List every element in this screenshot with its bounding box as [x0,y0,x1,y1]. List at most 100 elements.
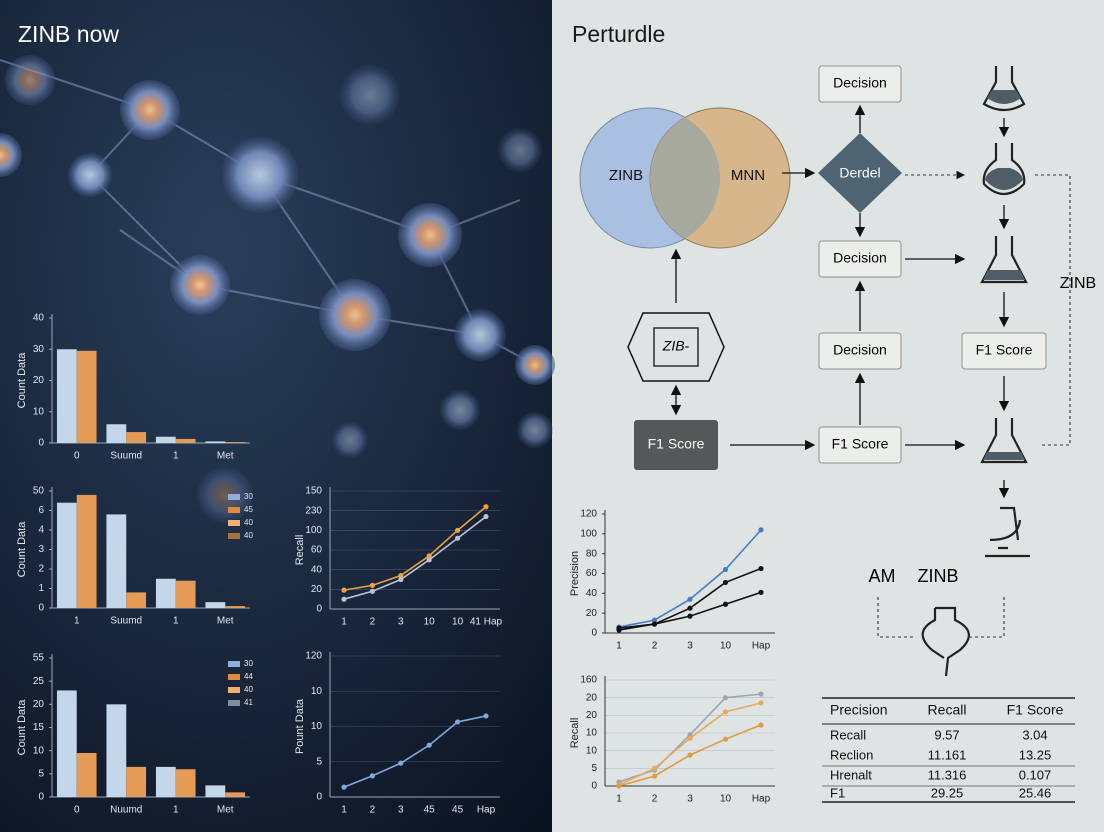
y-tick-label: 60 [311,545,323,556]
node-box [818,240,902,278]
point [369,773,375,779]
y-tick-label: 25 [33,676,45,687]
y-tick-label: 20 [311,584,323,595]
bar [175,438,196,443]
y-tick-label: 100 [580,528,597,539]
bar [126,766,147,797]
x-tick-label: Met [217,616,234,627]
line [343,515,487,600]
legend-swatch [228,674,240,680]
y-tick-label: 10 [311,721,323,732]
bar [205,602,226,608]
table-cell: F1 [830,785,845,800]
chip [627,312,725,382]
y-tick-label: 10 [586,745,598,756]
node-label: F1 Score [976,342,1033,358]
point [616,627,622,633]
point [758,589,764,595]
legend-label: 30 [244,492,253,501]
point [483,513,489,520]
node-label: Derdel [839,165,880,181]
point [398,576,404,583]
legend-swatch [228,700,240,706]
x-tick-label: 10 [424,617,436,628]
x-tick-label: 45 [452,805,464,816]
node-label: ZIB- [662,338,690,354]
chart: 0 5 10 10 120 Pount Data 1 2 3 45 45 Hap [294,651,500,816]
x-tick-label: 1 [341,617,347,628]
point [758,691,764,697]
node-label: F1 Score [832,436,889,452]
x-tick-label: 3 [398,617,404,628]
venn-label: MNN [731,167,765,184]
y-tick-label: 40 [33,313,45,324]
table-header: Recall [928,702,967,718]
y-tick-label: 5 [38,768,44,779]
title: ZINB now [18,21,119,47]
point [341,587,347,593]
table-cell: 11.316 [928,767,967,782]
point [651,765,658,771]
y-tick-label: 60 [586,568,598,579]
y-tick-label: 5 [316,756,322,767]
legend-label: 40 [244,531,253,540]
chart: 0 5 10 15 20 25 55 Count Data 0 Nuumd 1 Met 30 44 40 41 [16,653,254,816]
x-tick-label: Hap [752,641,771,652]
y-tick-label: 5 [591,763,597,774]
venn-label: ZINB [609,167,643,184]
x-tick-label: 0 [74,451,80,462]
chart: 0 5 10 10 20 20 160 Recall 1 2 3 10 Hap [569,675,775,805]
bar [106,704,127,797]
table-header: Precision [830,702,888,718]
y-tick-label: 230 [305,505,322,516]
point [651,773,658,779]
legend-swatch [228,533,240,539]
point [369,582,375,589]
point [616,783,622,789]
point [426,557,432,563]
y-axis-label: Count Data [16,352,28,409]
x-tick-label: Met [217,805,234,816]
point [687,605,693,611]
node-label: Decision [833,342,887,358]
chart: 0 1 2 3 4 6 50 Count Data 1 Suumd 1 Met 30 45 40 40 [16,486,254,627]
diagram-label: ZINB [1060,275,1096,292]
y-tick-label: 15 [33,722,45,733]
legend-swatch [228,687,240,693]
bar [175,580,196,608]
x-tick-label: 10 [720,641,732,652]
point [369,588,375,594]
legend-swatch [228,520,240,526]
x-tick-label: Suumd [110,616,142,627]
chip-inner [653,327,699,367]
table-cell: 9.57 [934,727,959,742]
y-tick-label: 0 [316,792,322,803]
y-tick-label: 10 [33,406,45,417]
y-tick-label: 2 [38,564,44,575]
x-tick-label: 45 [424,805,436,816]
legend-label: 41 [244,698,253,707]
y-tick-label: 120 [580,509,597,520]
bar [225,606,246,608]
bar [155,578,176,608]
bar [106,514,127,608]
point [687,613,693,619]
point [687,752,693,758]
y-tick-label: 6 [38,505,44,516]
y-tick-label: 0 [591,628,597,639]
y-tick-label: 80 [586,548,598,559]
y-tick-label: 0 [38,438,44,449]
table-cell: 11.161 [928,747,967,762]
line [343,715,487,788]
legend-label: 40 [244,685,253,694]
y-tick-label: 20 [586,608,598,619]
node-box [818,426,902,464]
y-tick-label: 20 [33,699,45,710]
node-box-dark [634,420,718,470]
table-cell: 13.25 [1019,747,1052,762]
legend-label: 40 [244,518,253,527]
y-tick-label: 1 [38,583,44,594]
point [722,579,729,586]
point [722,601,729,607]
y-tick-label: 10 [586,728,598,739]
